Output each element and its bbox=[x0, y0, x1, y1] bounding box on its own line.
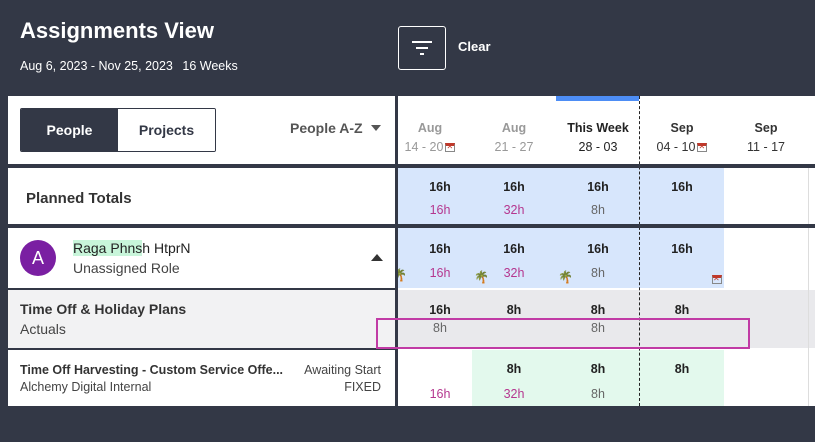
time-off-title: Time Off & Holiday Plans bbox=[20, 301, 187, 317]
project-cell[interactable]: 8h 32h bbox=[472, 350, 556, 406]
today-indicator bbox=[556, 96, 639, 101]
project-cell[interactable]: 16h bbox=[429, 387, 451, 401]
project-status: Awaiting Start bbox=[304, 363, 381, 377]
avatar: A bbox=[20, 240, 56, 276]
week-header: Aug 14 - 20 bbox=[398, 96, 472, 164]
week-range: 04 - 10 bbox=[656, 140, 696, 154]
person-role: Unassigned Role bbox=[73, 260, 180, 276]
date-range-summary: Aug 6, 2023 - Nov 25, 2023 16 Weeks bbox=[20, 59, 244, 73]
holiday-calendar-icon bbox=[712, 274, 722, 284]
sort-dropdown[interactable]: People A-Z bbox=[290, 120, 381, 136]
week-month: Aug bbox=[417, 121, 443, 135]
toolbar-row: People Projects People A-Z bbox=[8, 96, 395, 164]
person-cell[interactable]: 16h 16h bbox=[398, 228, 482, 288]
person-row[interactable]: A Raga Phnsh HtprN Unassigned Role bbox=[8, 228, 395, 288]
project-cell[interactable]: 8h 8h bbox=[556, 350, 640, 406]
chevron-down-icon bbox=[370, 125, 381, 131]
week-range: 14 - 20 bbox=[404, 140, 444, 154]
week-header-current: This Week 28 - 03 bbox=[556, 96, 640, 164]
row-divider bbox=[0, 164, 815, 168]
week-month: This Week bbox=[567, 121, 629, 135]
person-name-rest: h HtprN bbox=[142, 240, 191, 256]
week-header: Sep 04 - 10 bbox=[640, 96, 724, 164]
chevron-up-icon[interactable] bbox=[371, 254, 383, 261]
week-month: Sep bbox=[670, 121, 694, 135]
actuals-label: Actuals bbox=[20, 321, 66, 337]
weeks-count: 16 Weeks bbox=[182, 59, 238, 73]
filter-icon bbox=[412, 41, 432, 55]
person-cell[interactable]: 16h 8h bbox=[556, 228, 640, 288]
planned-totals-row: Planned Totals bbox=[8, 168, 395, 224]
planned-cell[interactable]: 16h bbox=[640, 168, 724, 224]
selection-highlight bbox=[376, 318, 750, 349]
planned-cell[interactable]: 16h 8h bbox=[556, 168, 640, 224]
project-client: Alchemy Digital Internal bbox=[20, 380, 152, 394]
holiday-calendar-icon bbox=[697, 142, 708, 152]
person-cell[interactable]: 16h 32h bbox=[472, 228, 556, 288]
row-divider bbox=[0, 224, 815, 228]
palm-tree-icon: 🌴 bbox=[474, 270, 489, 284]
week-range: 11 - 17 bbox=[747, 140, 785, 154]
holiday-calendar-icon bbox=[445, 142, 456, 152]
planned-cell[interactable]: 16h 16h bbox=[398, 168, 482, 224]
week-range: 28 - 03 bbox=[578, 140, 618, 154]
schedule-grid: Aug 14 - 20 Aug 21 - 27 This Week 28 - 0… bbox=[398, 96, 815, 406]
filter-button[interactable] bbox=[398, 26, 446, 70]
clear-button[interactable]: Clear bbox=[458, 39, 491, 54]
palm-tree-icon: 🌴 bbox=[558, 270, 573, 284]
person-name-highlight: Raga Phns bbox=[73, 240, 143, 256]
week-month: Aug bbox=[501, 121, 527, 135]
planned-totals-label: Planned Totals bbox=[26, 190, 132, 207]
people-tab[interactable]: People bbox=[21, 109, 118, 151]
project-title[interactable]: Time Off Harvesting - Custom Service Off… bbox=[20, 363, 284, 377]
week-header: Sep 11 - 17 bbox=[724, 96, 808, 164]
palm-tree-icon: 🌴 bbox=[398, 268, 407, 282]
today-line bbox=[639, 96, 640, 406]
person-name[interactable]: Raga Phnsh HtprN bbox=[73, 240, 191, 256]
project-type: FIXED bbox=[344, 380, 381, 394]
project-cell[interactable]: 8h bbox=[640, 350, 724, 406]
left-panel: People Projects People A-Z Planned Total… bbox=[8, 96, 395, 406]
date-range: Aug 6, 2023 - Nov 25, 2023 bbox=[20, 59, 173, 73]
view-toggle: People Projects bbox=[20, 108, 216, 152]
projects-tab[interactable]: Projects bbox=[118, 109, 215, 151]
planned-cell[interactable]: 16h 32h bbox=[472, 168, 556, 224]
page-title: Assignments View bbox=[20, 18, 214, 43]
week-header: Aug 21 - 27 bbox=[472, 96, 556, 164]
person-cell[interactable]: 16h bbox=[640, 228, 724, 288]
project-row[interactable]: Time Off Harvesting - Custom Service Off… bbox=[8, 350, 395, 406]
sort-label: People A-Z bbox=[290, 120, 363, 136]
week-range: 21 - 27 bbox=[494, 140, 534, 154]
time-off-row: Time Off & Holiday Plans Actuals bbox=[8, 290, 395, 348]
column-divider bbox=[808, 168, 809, 406]
week-month: Sep bbox=[754, 121, 778, 135]
